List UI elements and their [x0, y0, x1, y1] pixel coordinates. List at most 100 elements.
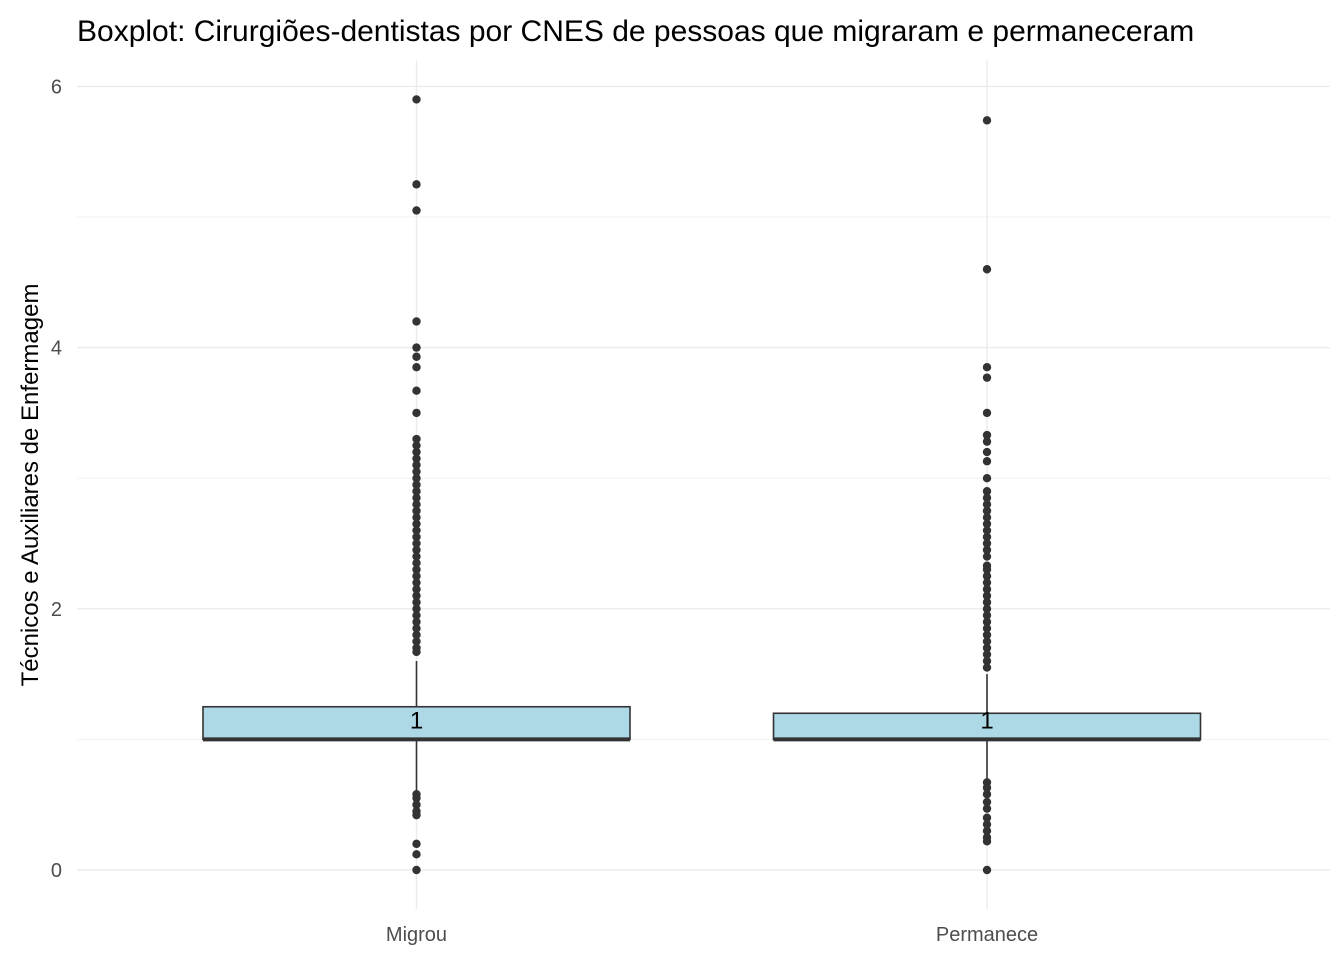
outlier-point: [412, 630, 421, 640]
chart-title: Boxplot: Cirurgiões-dentistas por CNES d…: [77, 15, 1194, 48]
outlier-point: [982, 804, 992, 813]
outlier-point: [412, 519, 421, 529]
outlier-point: [982, 362, 992, 372]
outlier-point: [982, 643, 992, 653]
outlier-point: [412, 624, 421, 633]
outlier-point: [412, 793, 421, 803]
y-axis-label: Técnicos e Auxiliares de Enfermagem: [17, 284, 44, 687]
outlier-point: [412, 839, 421, 849]
outlier-point: [982, 565, 992, 574]
outlier-point: [412, 454, 421, 463]
outlier-point: [412, 441, 421, 450]
x-tick-label: Permanece: [936, 924, 1038, 946]
box: [202, 705, 631, 741]
outlier-point: [412, 647, 421, 657]
outlier-point: [982, 865, 992, 875]
outlier-point: [412, 565, 421, 574]
outlier-point: [412, 611, 421, 620]
outlier-point: [982, 826, 992, 836]
outlier-point: [412, 800, 421, 809]
outlier-point: [412, 865, 421, 875]
outlier-point: [982, 578, 992, 587]
outlier-point: [982, 585, 992, 594]
outlier-point: [412, 850, 421, 859]
outlier-point: [982, 545, 992, 555]
outlier-point: [982, 506, 992, 516]
outlier-point: [982, 650, 992, 659]
outlier-point: [982, 571, 992, 581]
outlier-point: [412, 95, 421, 104]
outlier-point: [982, 437, 992, 446]
outlier-point: [412, 591, 421, 600]
outlier-point: [982, 790, 992, 799]
outlier-point: [412, 317, 421, 326]
y-tick-label: 6: [51, 76, 62, 98]
outlier-point: [982, 604, 992, 613]
outlier-point: [982, 591, 992, 600]
outlier-point: [412, 598, 421, 607]
outlier-point: [412, 506, 421, 516]
outlier-point: [412, 386, 421, 395]
outlier-point: [982, 598, 992, 607]
outlier-point: [412, 810, 421, 820]
outlier-point: [982, 611, 992, 620]
outlier-point: [412, 637, 421, 646]
outlier-point: [412, 500, 421, 509]
outlier-point: [412, 532, 421, 542]
x-tick-label: Migrou: [386, 924, 447, 946]
outlier-point: [412, 467, 421, 476]
outlier-point: [982, 624, 992, 633]
y-tick-label: 4: [51, 338, 62, 360]
box-group-permanece: 1: [772, 116, 1202, 875]
outlier-point: [982, 500, 992, 509]
outlier-point: [412, 362, 421, 372]
outlier-point: [982, 656, 992, 666]
outlier-point: [412, 352, 421, 361]
outlier-point: [412, 180, 421, 189]
outlier-point: [982, 373, 992, 382]
outlier-point: [412, 343, 421, 352]
outlier-point: [982, 493, 992, 502]
outlier-point: [412, 617, 421, 627]
outlier-point: [412, 460, 421, 470]
outlier-point: [982, 813, 992, 822]
outlier-point: [982, 487, 992, 496]
outlier-point: [982, 820, 992, 829]
median-label: 1: [980, 707, 993, 734]
outlier-point: [982, 532, 992, 542]
outlier-point: [982, 637, 992, 646]
outlier-point: [982, 630, 992, 640]
y-tick-label: 0: [51, 860, 62, 882]
outlier-point: [982, 783, 992, 792]
median-label: 1: [410, 707, 423, 734]
outlier-point: [982, 617, 992, 627]
grid: [77, 60, 1330, 910]
y-tick-label: 2: [51, 599, 62, 621]
outlier-point: [412, 447, 421, 457]
outlier-point: [982, 526, 992, 535]
outlier-point: [982, 430, 992, 440]
outlier-point: [982, 663, 992, 672]
outlier-point: [982, 797, 992, 807]
outlier-point: [982, 513, 992, 522]
outlier-point: [982, 265, 992, 274]
outlier-point: [412, 206, 421, 215]
outlier-point: [412, 513, 421, 522]
outlier-point: [412, 571, 421, 581]
outlier-point: [982, 552, 992, 561]
outlier-point: [412, 487, 421, 496]
outlier-point: [412, 578, 421, 587]
outlier-point: [982, 408, 992, 418]
outlier-point: [412, 604, 421, 613]
outlier-point: [982, 519, 992, 529]
box-group-migrou: 1: [202, 95, 631, 875]
outlier-point: [982, 474, 992, 483]
outlier-point: [412, 493, 421, 502]
outlier-point: [412, 539, 421, 548]
outlier-point: [412, 585, 421, 594]
outlier-point: [412, 474, 421, 483]
outlier-point: [412, 408, 421, 418]
outlier-point: [412, 526, 421, 535]
